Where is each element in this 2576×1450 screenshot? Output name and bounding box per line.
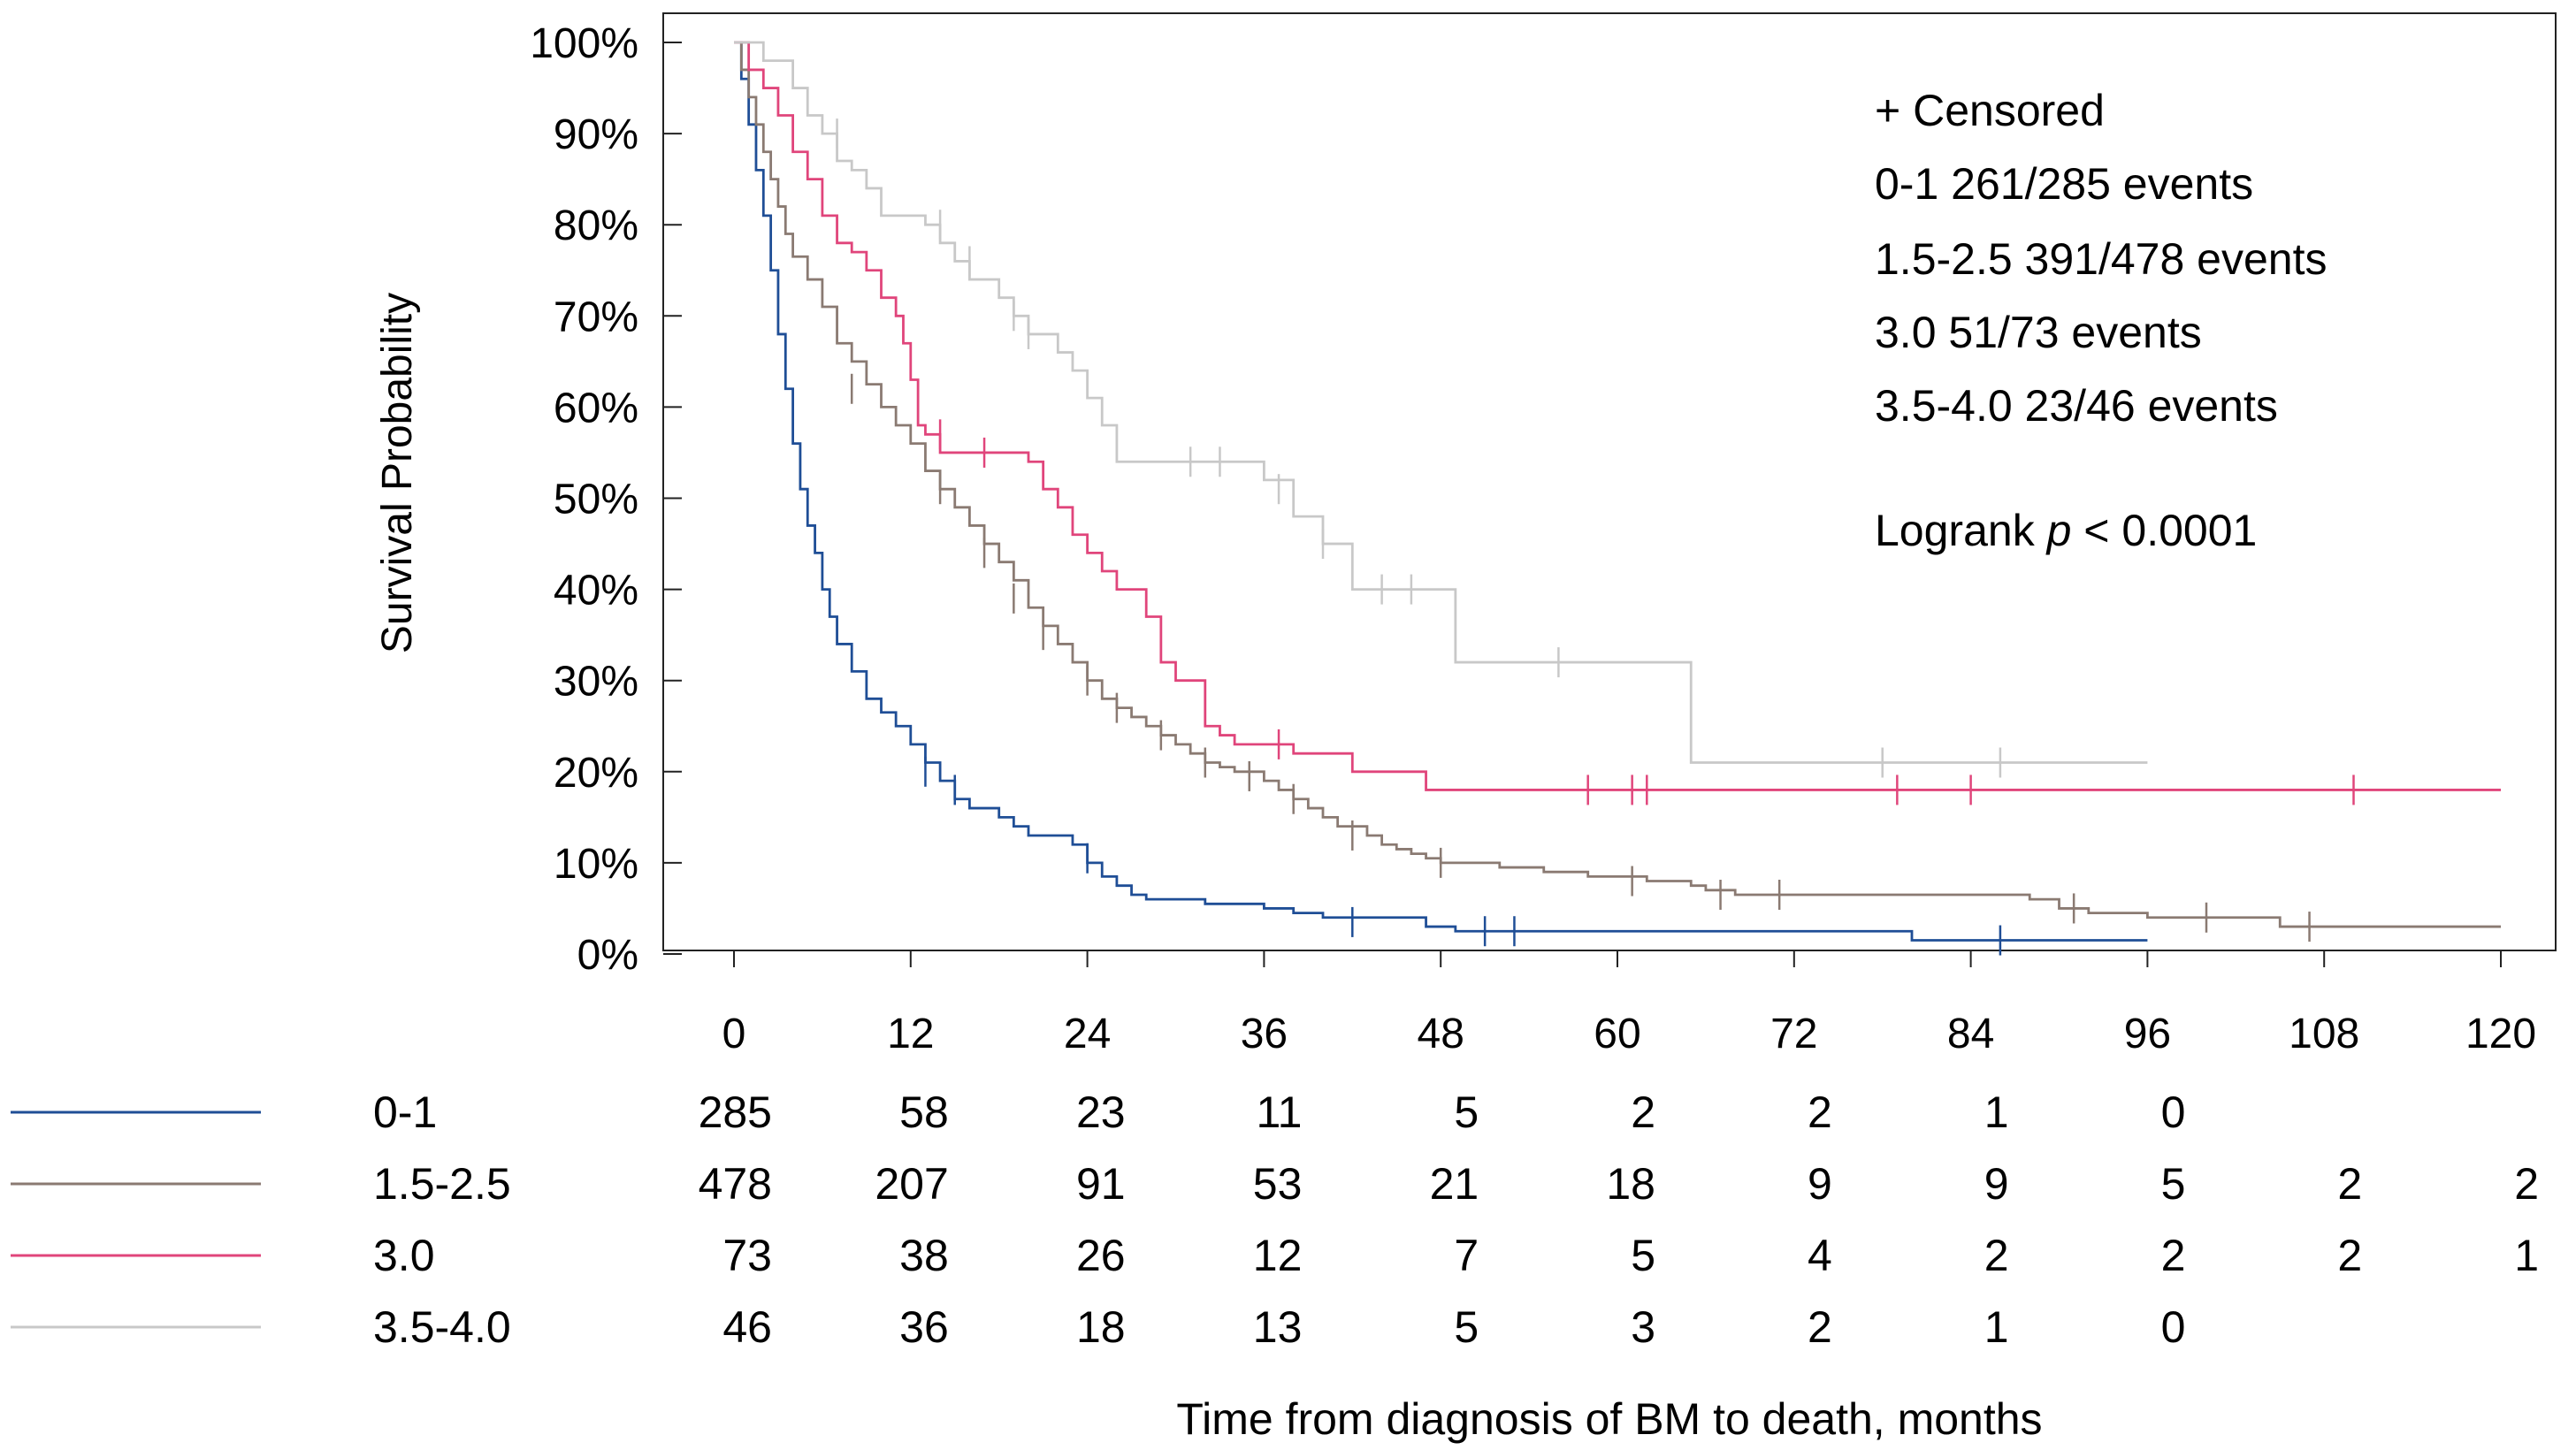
risk-count: 5 — [2161, 1159, 2186, 1209]
x-tick-label: 108 — [2289, 1011, 2359, 1057]
y-tick-label: 30% — [554, 659, 638, 706]
x-tick-label: 60 — [1594, 1011, 1640, 1057]
risk-count: 0 — [2161, 1302, 2186, 1352]
logrank-p: p — [2045, 506, 2072, 555]
y-tick-label: 100% — [530, 20, 638, 67]
y-tick-label: 0% — [577, 932, 638, 979]
logrank-prefix: Logrank — [1875, 506, 2047, 555]
risk-count: 478 — [699, 1159, 772, 1209]
survival-curves — [734, 41, 2501, 956]
y-tick-label: 70% — [554, 294, 638, 340]
risk-count: 58 — [899, 1088, 949, 1137]
legend-entry: 1.5-2.5 391/478 events — [1875, 234, 2328, 284]
risk-count: 13 — [1253, 1302, 1303, 1352]
risk-count: 73 — [722, 1231, 772, 1280]
risk-count: 2 — [2161, 1231, 2186, 1280]
risk-count: 5 — [1631, 1231, 1655, 1280]
x-tick-label: 36 — [1241, 1011, 1288, 1057]
risk-count: 18 — [1076, 1302, 1126, 1352]
risk-count: 12 — [1253, 1231, 1303, 1280]
risk-count: 23 — [1076, 1088, 1126, 1137]
x-tick-label: 96 — [2124, 1011, 2171, 1057]
legend-entry: 3.0 51/73 events — [1875, 308, 2202, 357]
risk-count: 2 — [2514, 1159, 2539, 1209]
x-tick-label: 0 — [722, 1011, 746, 1057]
y-tick-label: 50% — [554, 477, 638, 523]
risk-count: 2 — [1631, 1088, 1655, 1137]
x-tick-label: 72 — [1770, 1011, 1817, 1057]
risk-row-label: 0-1 — [373, 1088, 437, 1137]
x-tick-label: 120 — [2465, 1011, 2536, 1057]
y-tick-label: 20% — [554, 750, 638, 797]
x-axis-label: Time from diagnosis of BM to death, mont… — [1176, 1394, 2042, 1444]
y-axis: 0% 10% 20% 30% 40% 50% 60% 70% 80% 90% 100% — [530, 20, 682, 979]
risk-table: 0-1 285 58 23 11 5 2 2 1 01.5-2.5 478 207 91 53 21 18 9 9… — [11, 1088, 2539, 1352]
x-axis: 0 12 24 36 48 60 72 84 96 108 120 — [722, 950, 2536, 1057]
y-tick-label: 60% — [554, 385, 638, 431]
risk-count: 91 — [1076, 1159, 1126, 1209]
plot-frame — [662, 12, 2557, 951]
survival-curve — [734, 41, 2148, 764]
risk-count: 9 — [1808, 1159, 1832, 1209]
risk-count: 7 — [1454, 1231, 1479, 1280]
survival-curve — [734, 41, 2148, 942]
legend-entry: 0-1 261/285 events — [1875, 159, 2253, 209]
risk-count: 2 — [1808, 1302, 1832, 1352]
risk-count: 2 — [2337, 1159, 2362, 1209]
risk-count: 53 — [1253, 1159, 1303, 1209]
x-tick-label: 12 — [887, 1011, 934, 1057]
risk-row-label: 3.5-4.0 — [373, 1302, 511, 1352]
risk-count: 207 — [875, 1159, 948, 1209]
legend: + Censored 0-1 261/285 events 1.5-2.5 39… — [1875, 86, 2328, 555]
risk-count: 18 — [1606, 1159, 1655, 1209]
risk-row-label: 1.5-2.5 — [373, 1159, 511, 1209]
logrank-value: < 0.0001 — [2071, 506, 2257, 555]
risk-count: 26 — [1076, 1231, 1126, 1280]
y-tick-label: 80% — [554, 202, 638, 249]
y-tick-label: 90% — [554, 111, 638, 158]
x-tick-label: 48 — [1418, 1011, 1464, 1057]
risk-count: 2 — [1984, 1231, 2009, 1280]
y-tick-label: 10% — [554, 841, 638, 888]
risk-row-label: 3.0 — [373, 1231, 435, 1280]
risk-count: 4 — [1808, 1231, 1832, 1280]
risk-count: 3 — [1631, 1302, 1655, 1352]
x-tick-label: 24 — [1064, 1011, 1111, 1057]
risk-count: 1 — [1984, 1088, 2009, 1137]
risk-count: 1 — [2514, 1231, 2539, 1280]
risk-count: 46 — [722, 1302, 772, 1352]
risk-count: 36 — [899, 1302, 949, 1352]
risk-count: 38 — [899, 1231, 949, 1280]
x-tick-label: 84 — [1947, 1011, 1994, 1057]
risk-count: 5 — [1454, 1302, 1479, 1352]
risk-count: 11 — [1256, 1088, 1302, 1137]
legend-entry: 3.5-4.0 23/46 events — [1875, 381, 2278, 431]
y-tick-label: 40% — [554, 568, 638, 614]
legend-censored: + Censored — [1875, 86, 2105, 135]
logrank-label: Logrank p < 0.0001 — [1875, 506, 2257, 555]
risk-count: 9 — [1984, 1159, 2009, 1209]
risk-count: 21 — [1430, 1159, 1479, 1209]
y-axis-label: Survival Probability — [374, 293, 421, 653]
risk-count: 0 — [2161, 1088, 2186, 1137]
risk-count: 5 — [1454, 1088, 1479, 1137]
risk-count: 2 — [1808, 1088, 1832, 1137]
risk-count: 1 — [1984, 1302, 2009, 1352]
survival-curve — [734, 41, 2501, 928]
risk-count: 2 — [2337, 1231, 2362, 1280]
risk-count: 285 — [699, 1088, 772, 1137]
